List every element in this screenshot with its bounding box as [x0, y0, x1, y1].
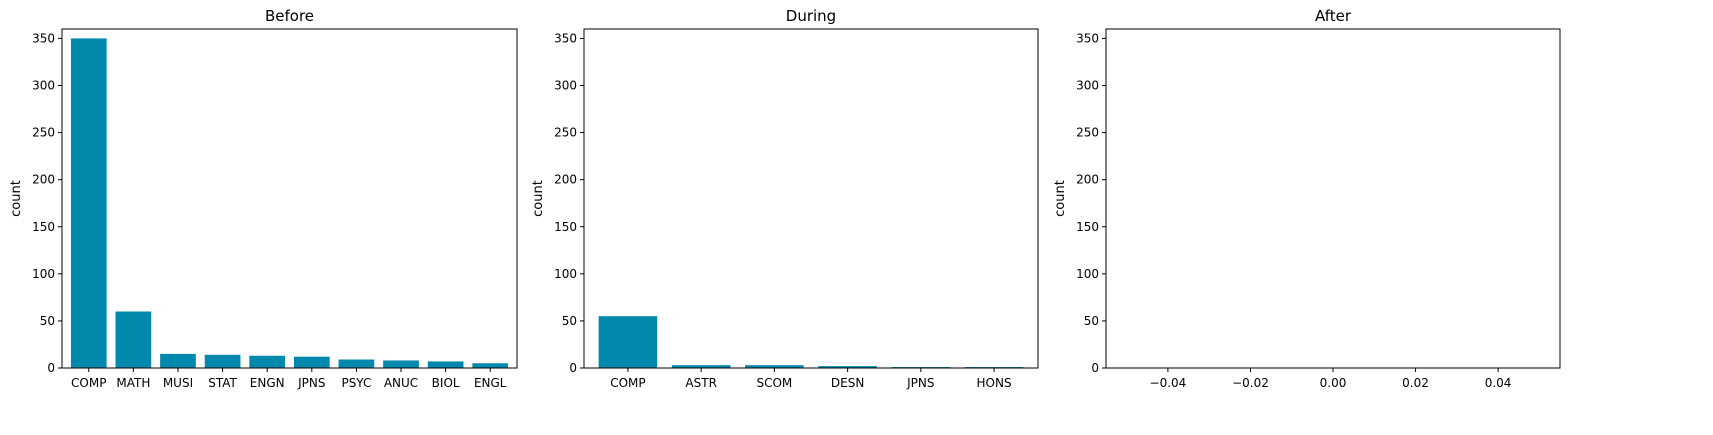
- bar-comp: [70, 38, 107, 369]
- bar-desn: [818, 366, 877, 368]
- y-tick-label: 50: [562, 314, 577, 328]
- y-tick-label: 200: [554, 173, 577, 187]
- y-tick-label: 0: [47, 361, 55, 375]
- y-tick-label: 350: [32, 31, 55, 45]
- y-tick-label: 150: [1076, 220, 1099, 234]
- x-tick-label: 0.04: [1485, 376, 1512, 390]
- x-tick-label: JPNS: [297, 376, 325, 390]
- axes-frame: [583, 28, 1039, 369]
- x-tick-label: JPNS: [906, 376, 934, 390]
- x-tick-label: ASTR: [685, 376, 717, 390]
- y-tick-label: 100: [554, 267, 577, 281]
- subplot-before: COMP MATH MUSI STAT ENGN JPNS PSYC ANUC BIOL ENGL…: [9, 7, 518, 390]
- bar-astr: [671, 365, 731, 368]
- bar-stat: [204, 354, 241, 368]
- bar-scom: [745, 365, 804, 368]
- x-tick-label: HONS: [977, 376, 1012, 390]
- subplot-title: Before: [265, 7, 314, 25]
- subplot-after: −0.04 −0.02 0.00 0.02 0.04 0 50 100 150 200 250 300…: [1053, 7, 1561, 390]
- x-tick-label: BIOL: [432, 376, 460, 390]
- bar-math: [115, 311, 152, 368]
- bar-anuc: [383, 360, 419, 368]
- axes-frame: [1105, 28, 1561, 369]
- x-tick-label: ENGN: [250, 376, 285, 390]
- y-tick-label: 200: [1076, 173, 1099, 187]
- y-tick-label: 250: [1076, 126, 1099, 140]
- y-tick-label: 150: [32, 220, 55, 234]
- x-tick-label: −0.02: [1232, 376, 1269, 390]
- x-tick-label: COMP: [71, 376, 106, 390]
- y-tick-label: 350: [1076, 31, 1099, 45]
- x-tick-label: SCOM: [756, 376, 792, 390]
- x-tick-label: STAT: [208, 376, 237, 390]
- y-tick-label: 300: [32, 79, 55, 93]
- y-tick-label: 350: [554, 31, 577, 45]
- x-tick-label: COMP: [610, 376, 645, 390]
- y-tick-label: 50: [40, 314, 55, 328]
- x-tick-label: 0.00: [1320, 376, 1347, 390]
- subplot-during: COMP ASTR SCOM DESN JPNS HONS 0 50 100 150 200 250 3…: [531, 7, 1039, 390]
- y-tick-label: 100: [1076, 267, 1099, 281]
- y-tick-label: 200: [32, 173, 55, 187]
- bar-jpns: [293, 356, 330, 368]
- subplot-title: During: [786, 7, 836, 25]
- y-tick-label: 0: [1091, 361, 1099, 375]
- bar-engn: [249, 355, 286, 368]
- subplot-title: After: [1315, 7, 1352, 25]
- bar-psyc: [338, 359, 375, 368]
- y-tick-label: 50: [1084, 314, 1099, 328]
- bar-comp: [598, 316, 658, 368]
- y-tick-label: 250: [554, 126, 577, 140]
- x-tick-label: ENGL: [474, 376, 507, 390]
- y-tick-label: 150: [554, 220, 577, 234]
- axes-frame: [61, 28, 518, 369]
- y-tick-label: 100: [32, 267, 55, 281]
- x-tick-label: −0.04: [1150, 376, 1187, 390]
- chart-panels: COMP MATH MUSI STAT ENGN JPNS PSYC ANUC BIOL ENGL…: [9, 7, 1561, 390]
- x-tick-label: 0.02: [1402, 376, 1429, 390]
- x-tick-label: MUSI: [163, 376, 193, 390]
- y-axis-label: count: [9, 180, 24, 217]
- y-tick-label: 300: [554, 79, 577, 93]
- y-tick-label: 0: [569, 361, 577, 375]
- x-tick-label: PSYC: [341, 376, 371, 390]
- bar-biol: [427, 361, 464, 368]
- x-tick-label: ANUC: [384, 376, 418, 390]
- y-tick-label: 250: [32, 126, 55, 140]
- x-tick-label: DESN: [831, 376, 864, 390]
- y-axis-label: count: [1053, 180, 1068, 217]
- y-tick-label: 300: [1076, 79, 1099, 93]
- bar-musi: [160, 353, 196, 368]
- x-tick-label: MATH: [116, 376, 150, 390]
- bar-engl: [472, 363, 509, 368]
- y-axis-label: count: [531, 180, 546, 217]
